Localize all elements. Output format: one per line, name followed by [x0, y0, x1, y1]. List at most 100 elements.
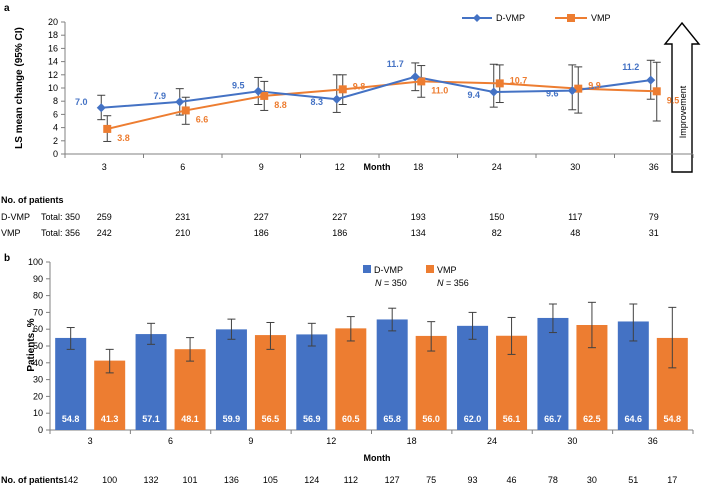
- legend-a-vmp-label: VMP: [591, 13, 611, 23]
- panel-b-vmp-label: 56.5: [262, 414, 280, 424]
- panel-b-xlabel: Month: [364, 453, 391, 463]
- panel-a-ytick-label: 20: [48, 17, 58, 27]
- panel-b-xtick-label: 36: [648, 436, 658, 446]
- panel-b-ylabel: Patients, %: [26, 318, 37, 371]
- panel-b-ytick-label: 40: [33, 358, 43, 368]
- panel-a-dvmp-count: 150: [489, 212, 504, 222]
- panel-a-dvmp-count: 227: [254, 212, 269, 222]
- improvement-arrow: Improvement: [663, 21, 701, 173]
- panel-b-dvmp-count: 142: [63, 475, 78, 485]
- panel-a-dvmp-label: 7.9: [153, 91, 166, 101]
- panel-b-patients-header: No. of patients: [1, 475, 64, 485]
- panel-b-ytick-label: 30: [33, 375, 43, 385]
- panel-a-vmp-point: [181, 106, 190, 115]
- panel-a-ytick-label: 4: [53, 123, 58, 133]
- panel-a-ytick-label: 12: [48, 70, 58, 80]
- legend-dvmp-marker: [473, 14, 481, 22]
- panel-a-vmp-point: [417, 77, 426, 86]
- panel-a-xtick-label: 12: [335, 162, 345, 172]
- panel-b-vmp-count: 46: [507, 475, 517, 485]
- panel-a-ytick-label: 8: [53, 96, 58, 106]
- improvement-arrow-shape: [663, 21, 701, 173]
- improvement-label: Improvement: [678, 85, 688, 138]
- panel-a-vmp-label: 8.8: [274, 100, 287, 110]
- panel-a-vmp-count: 242: [97, 228, 112, 238]
- panel-b-dvmp-label: 65.8: [383, 414, 401, 424]
- panel-a-ytick-label: 16: [48, 43, 58, 53]
- panel-b-vmp-count: 100: [102, 475, 117, 485]
- legend-b-vmp-n: N = 356: [437, 278, 469, 288]
- panel-a-dvmp-label: 9.4: [467, 90, 480, 100]
- panel-a-vmp-point: [574, 84, 583, 93]
- panel-a-ylabel: LS mean change (95% CI): [14, 27, 25, 149]
- panel-b-dvmp-count: 127: [385, 475, 400, 485]
- panel-a-vmp-count: 31: [649, 228, 659, 238]
- legend-b-vmp-swatch: [426, 265, 434, 273]
- panel-b-vmp-count: 75: [426, 475, 436, 485]
- panel-a-ytick-label: 6: [53, 109, 58, 119]
- panel-b-dvmp-count: 132: [144, 475, 159, 485]
- panel-a-vmp-point: [338, 85, 347, 94]
- panel-a-vmp-label: 11.0: [431, 85, 448, 95]
- panel-b-dvmp-bar: [537, 317, 569, 430]
- panel-b-xtick-label: 12: [326, 436, 336, 446]
- panel-a-dvmp-label: 11.2: [622, 62, 639, 72]
- panel-a-patients-header: No. of patients: [1, 195, 64, 205]
- panel-a-dvmp-label: 9.6: [546, 89, 559, 99]
- panel-a-dvmp-point: [567, 86, 577, 96]
- panel-a-xtick-label: 30: [570, 162, 580, 172]
- panel-a-xtick-label: 3: [102, 162, 107, 172]
- panel-a-dvmp-point: [646, 75, 656, 85]
- panel-b-ytick-label: 20: [33, 391, 43, 401]
- panel-a-dvmp-count: 259: [97, 212, 112, 222]
- panel-a-dvmp-label: 11.7: [387, 59, 404, 69]
- panel-b-vmp-label: 56.1: [503, 414, 521, 424]
- panel-a-xtick-label: 36: [649, 162, 659, 172]
- panel-a-vmp-count: 210: [175, 228, 190, 238]
- panel-a-dvmp-count: 227: [332, 212, 347, 222]
- panel-a-ytick-label: 2: [53, 136, 58, 146]
- panel-b-dvmp-label: 59.9: [223, 414, 241, 424]
- panel-b-dvmp-label: 66.7: [544, 414, 562, 424]
- panel-b-vmp-count: 112: [344, 475, 358, 485]
- panel-b-ytick-label: 80: [33, 291, 43, 301]
- panel-a-vmp-point: [652, 87, 661, 96]
- panel-a-dvmp-point: [253, 86, 263, 96]
- legend-b-dvmp-label: D-VMP: [374, 265, 403, 275]
- panel-b-dvmp-count: 78: [548, 475, 558, 485]
- legend-b-dvmp-n-value: = 350: [382, 278, 407, 288]
- panel-b-vmp-label: 48.1: [181, 414, 199, 424]
- panel-b-xtick-label: 3: [88, 436, 93, 446]
- panel-a-dvmp-label: 8.3: [310, 97, 323, 107]
- panel-a-vmp-total: Total: 356: [41, 228, 80, 238]
- panel-a-tag: a: [4, 3, 10, 14]
- panel-a-dvmp-point: [489, 87, 499, 97]
- panel-b-dvmp-label: 56.9: [303, 414, 321, 424]
- panel-b-vmp-label: 54.8: [664, 414, 682, 424]
- panel-a-dvmp-count: 117: [568, 212, 582, 222]
- panel-b-vmp-count: 101: [183, 475, 198, 485]
- panel-b-vmp-count: 105: [263, 475, 278, 485]
- legend-b-dvmp-swatch: [363, 265, 371, 273]
- panel-a-dvmp-point: [96, 103, 106, 113]
- panel-b-dvmp-bar: [457, 325, 489, 430]
- panel-a-xlabel: Month: [364, 162, 391, 172]
- panel-b-legend: D-VMP N = 350 VMP N = 356: [363, 265, 469, 288]
- panel-b-dvmp-label: 57.1: [142, 414, 160, 424]
- panel-a-xtick-label: 9: [259, 162, 264, 172]
- panel-a-dvmp-label: 7.0: [75, 97, 88, 107]
- panel-a-vmp-label: 9.9: [588, 81, 601, 91]
- panel-a-dvmp-point: [175, 97, 185, 107]
- panel-b-vmp-label: 62.5: [583, 414, 601, 424]
- panel-b-vmp-bar: [254, 335, 286, 430]
- legend-vmp-marker: [567, 14, 575, 22]
- panel-a-vmp-point: [495, 79, 504, 88]
- panel-b-dvmp-label: 64.6: [625, 414, 643, 424]
- panel-a-dvmp-arm: D-VMP: [1, 212, 30, 222]
- panel-a-vmp-point: [260, 91, 269, 100]
- panel-a-dvmp-point: [332, 94, 342, 104]
- panel-b-vmp-count: 30: [587, 475, 597, 485]
- panel-b-dvmp-count: 93: [468, 475, 478, 485]
